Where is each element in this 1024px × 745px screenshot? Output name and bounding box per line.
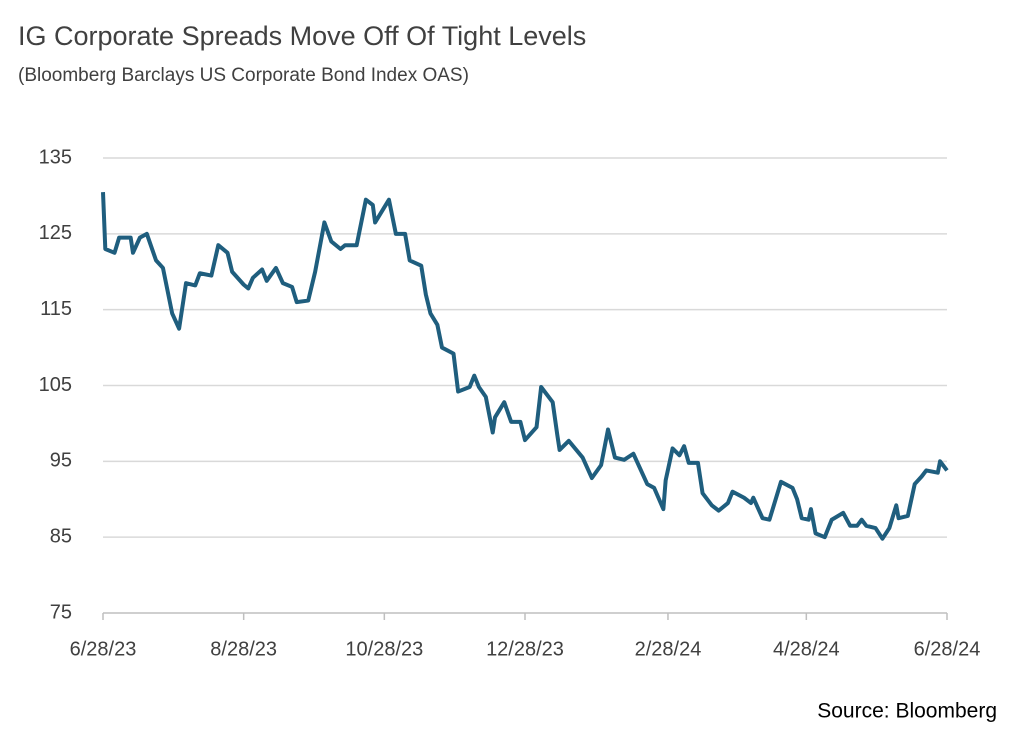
x-tick-label: 10/28/23 xyxy=(345,638,423,660)
chart-title: IG Corporate Spreads Move Off Of Tight L… xyxy=(18,21,586,51)
data-line xyxy=(101,192,949,541)
y-tick-label: 125 xyxy=(39,222,72,244)
y-tick-label: 105 xyxy=(39,374,72,396)
chart-subtitle: (Bloomberg Barclays US Corporate Bond In… xyxy=(18,65,469,86)
x-tick-label: 12/28/23 xyxy=(486,638,564,660)
x-tick-label: 4/28/24 xyxy=(773,638,840,660)
x-tick-label: 8/28/23 xyxy=(210,638,277,660)
x-tick-label: 6/28/23 xyxy=(70,638,137,660)
y-tick-label: 135 xyxy=(39,146,72,168)
y-tick-label: 115 xyxy=(40,298,72,320)
y-tick-label: 85 xyxy=(50,525,72,547)
y-tick-label: 75 xyxy=(50,601,72,623)
source-note: Source: Bloomberg xyxy=(817,700,997,723)
x-tick-label: 2/28/24 xyxy=(635,638,702,660)
y-tick-label: 95 xyxy=(50,450,72,472)
x-tick-label: 6/28/24 xyxy=(914,638,981,660)
